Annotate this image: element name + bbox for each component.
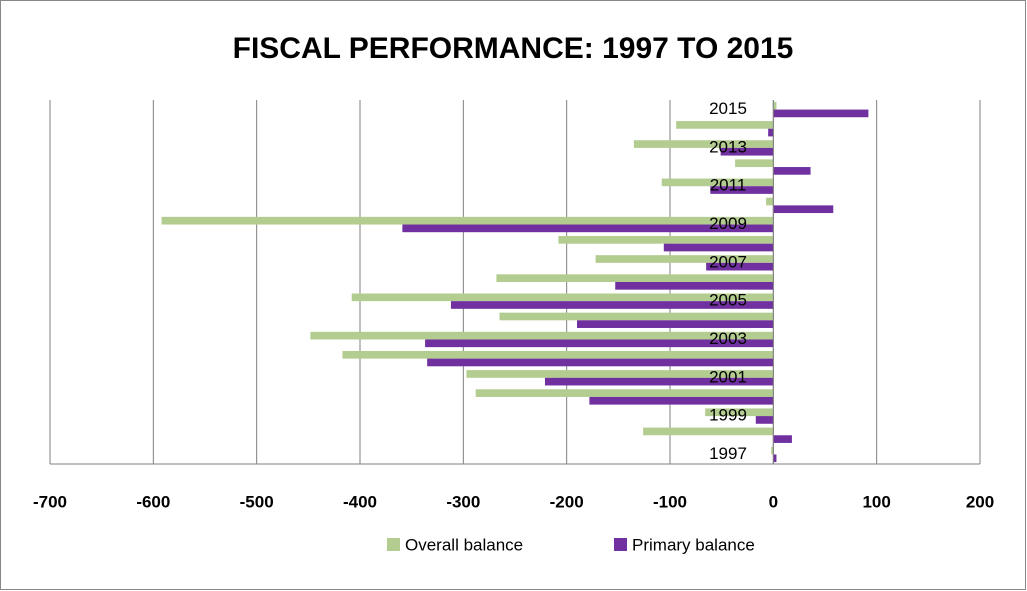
bar xyxy=(633,140,774,148)
x-tick-label: -500 xyxy=(240,492,274,511)
bar xyxy=(615,282,774,290)
bar xyxy=(425,339,774,348)
y-tick-label: 1999 xyxy=(709,406,747,425)
y-tick-label: 2001 xyxy=(709,367,747,386)
bar xyxy=(342,350,774,359)
bar xyxy=(595,255,774,263)
bar xyxy=(773,435,792,443)
bar xyxy=(661,178,774,187)
legend-label: Primary balance xyxy=(632,535,755,554)
bar xyxy=(589,396,774,405)
y-tick-label: 2005 xyxy=(709,291,747,310)
x-tick-label: 0 xyxy=(769,492,778,511)
bar xyxy=(643,427,774,436)
legend-swatch xyxy=(387,538,400,551)
bar xyxy=(735,159,774,168)
bar xyxy=(773,109,869,118)
bar xyxy=(351,293,774,302)
bar xyxy=(402,224,774,233)
x-tick-label: -400 xyxy=(343,492,377,511)
bar xyxy=(720,147,774,156)
legend-label: Overall balance xyxy=(405,535,523,554)
bar xyxy=(577,320,774,328)
bar xyxy=(663,243,774,252)
y-tick-label: 2009 xyxy=(709,214,747,233)
y-tick-label: 2007 xyxy=(709,252,747,271)
bar xyxy=(499,312,774,321)
bar xyxy=(710,186,774,194)
x-tick-label: -600 xyxy=(136,492,170,511)
bar xyxy=(310,331,774,340)
bar xyxy=(773,454,777,463)
bar xyxy=(676,121,774,129)
bar xyxy=(705,408,774,417)
x-tick-label: -100 xyxy=(653,492,687,511)
bar xyxy=(773,101,777,110)
bar xyxy=(544,377,774,386)
x-tick-label: 100 xyxy=(862,492,890,511)
bar xyxy=(755,416,774,424)
legend-swatch xyxy=(614,538,627,551)
chart-title: FISCAL PERFORMANCE: 1997 TO 2015 xyxy=(233,32,794,65)
bar xyxy=(161,216,774,225)
bar xyxy=(496,274,774,282)
x-tick-label: -200 xyxy=(550,492,584,511)
bar xyxy=(771,446,774,455)
bar xyxy=(706,262,774,271)
bar xyxy=(466,370,774,378)
bar xyxy=(768,128,774,137)
x-tick-label: 200 xyxy=(966,492,994,511)
y-tick-label: 2011 xyxy=(710,176,747,195)
bar xyxy=(475,389,774,397)
bar xyxy=(766,197,774,206)
bar xyxy=(773,167,811,175)
bar xyxy=(558,236,774,244)
y-tick-label: 2015 xyxy=(709,99,747,118)
x-tick-label: -700 xyxy=(33,492,67,511)
bar xyxy=(450,301,774,309)
y-tick-label: 2013 xyxy=(709,137,747,156)
bar xyxy=(427,358,774,367)
x-tick-label: -300 xyxy=(446,492,480,511)
y-tick-label: 2003 xyxy=(709,329,747,348)
y-tick-label: 1997 xyxy=(709,444,747,463)
bar xyxy=(773,205,834,214)
